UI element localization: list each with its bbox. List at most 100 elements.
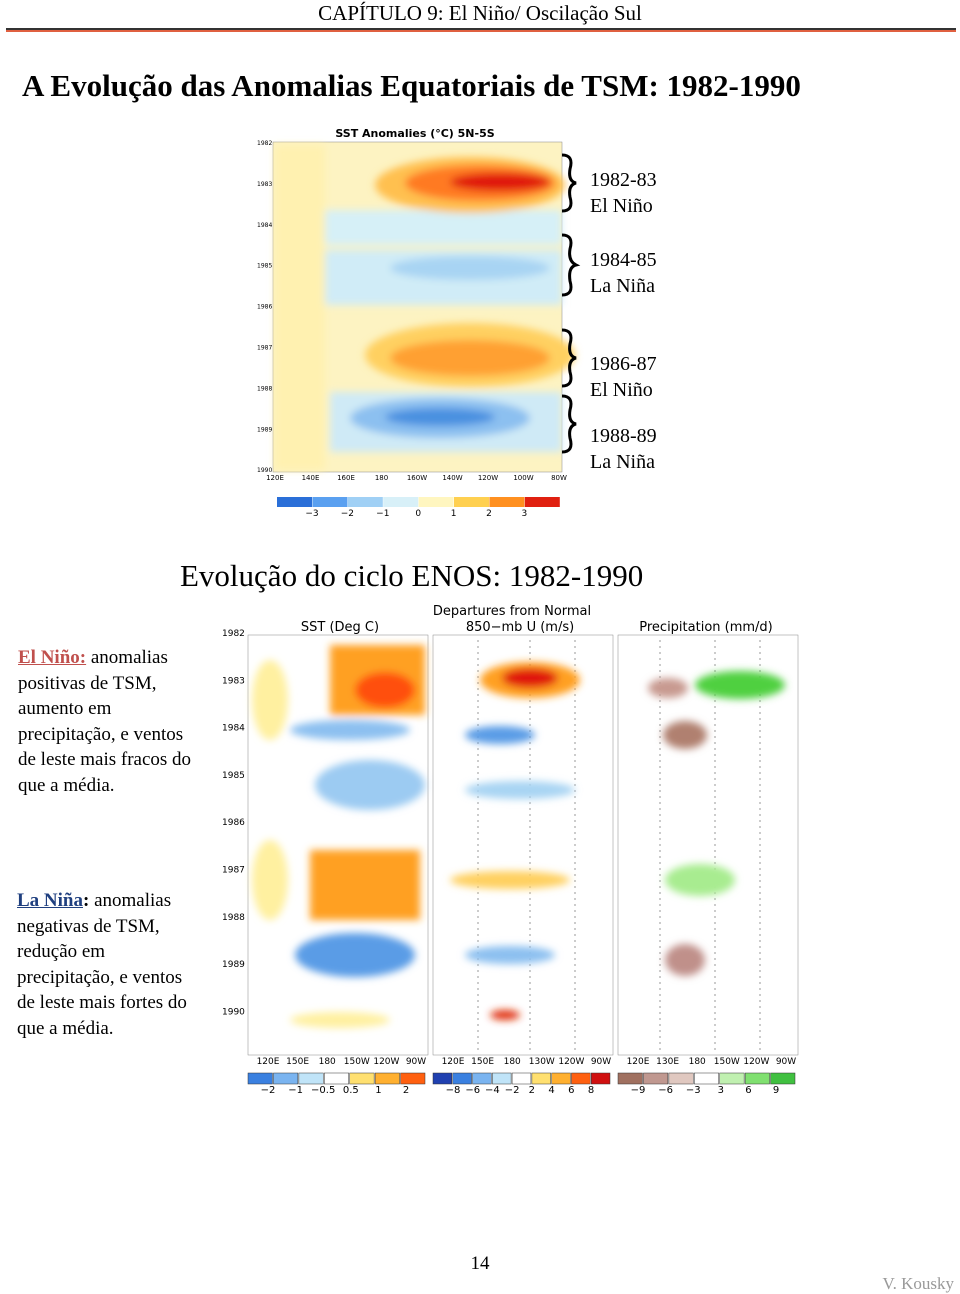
lon-label: 120E [266, 474, 284, 482]
colorbar-box [247, 1072, 273, 1085]
colorbar-label: 2 [529, 1085, 535, 1096]
lon-label: 120W [558, 1057, 584, 1067]
colorbar-label: −2 [505, 1085, 520, 1096]
year-label: 1984 [222, 724, 245, 734]
el-nino-note: El Niño: anomalias positivas de TSM, aum… [18, 645, 196, 798]
colorbar-label: −4 [485, 1085, 500, 1096]
colorbar-box [668, 1072, 694, 1085]
colorbar-box [551, 1072, 571, 1085]
lon-label: 120E [627, 1057, 650, 1067]
colorbar-label: −2 [261, 1085, 276, 1096]
la-nina-colon: : [83, 890, 90, 911]
panel-title: SST (Deg C) [301, 620, 379, 635]
lon-label: 180 [504, 1057, 521, 1067]
colorbar-label: −2 [341, 509, 354, 519]
lon-label: 160E [337, 474, 355, 482]
annotation-phase: La Niña [590, 275, 655, 297]
lon-label: 180 [319, 1057, 336, 1067]
colorbar-label: −6 [465, 1085, 480, 1096]
lon-label: 180 [689, 1057, 706, 1067]
lon-label: 150W [344, 1057, 370, 1067]
lon-label: 90W [776, 1057, 796, 1067]
lon-label: 120E [257, 1057, 280, 1067]
colorbar-label: −1 [376, 509, 389, 519]
year-label: 1985 [222, 771, 245, 781]
colorbar-box [489, 497, 525, 507]
colorbar-label: 6 [568, 1085, 574, 1096]
annotation-period: 1986-87 [590, 353, 657, 375]
colorbar-box [347, 497, 383, 507]
lon-label: 150W [714, 1057, 740, 1067]
header-rule [6, 28, 956, 32]
colorbar-box [432, 1072, 453, 1085]
author: V. Kousky [882, 1274, 954, 1293]
lon-label: 120E [442, 1057, 465, 1067]
el-nino-label: El Niño: [18, 647, 87, 668]
lon-label: 90W [406, 1057, 426, 1067]
page-title: A Evolução das Anomalias Equatoriais de … [22, 68, 801, 103]
colorbar-box [511, 1072, 532, 1085]
year-label: 1990 [257, 467, 272, 474]
colorbar-label: 9 [773, 1085, 779, 1096]
year-label: 1982 [222, 629, 245, 639]
colorbar-box [770, 1072, 796, 1085]
year-label: 1990 [222, 1007, 245, 1017]
la-nina-note: La Niña: anomalias negativas de TSM, red… [17, 888, 195, 1041]
page-number: 14 [470, 1253, 490, 1274]
colorbar-box [472, 1072, 492, 1085]
colorbar-label: 4 [548, 1085, 554, 1096]
la-nina-label: La Niña [17, 890, 83, 911]
colorbar-label: −3 [305, 509, 318, 519]
lon-label: 140W [442, 474, 462, 482]
section-title: Evolução do ciclo ENOS: 1982-1990 [180, 558, 644, 593]
year-label: 1989 [222, 960, 245, 970]
colorbar-label: 2 [403, 1085, 409, 1096]
colorbar-box [324, 1072, 349, 1085]
colorbar-label: 0.5 [343, 1085, 359, 1096]
year-label: 1985 [257, 263, 272, 270]
lon-label: 130W [529, 1057, 555, 1067]
colorbar-box [273, 1072, 299, 1085]
colorbar-label: 8 [588, 1085, 594, 1096]
colorbar-label: 6 [745, 1085, 751, 1096]
sst-field [272, 141, 575, 473]
running-header: CAPÍTULO 9: El Niño/ Oscilação Sul [318, 1, 642, 25]
colorbar-label: −8 [446, 1085, 461, 1096]
enos-fields [247, 634, 799, 1056]
colorbar-box [524, 497, 560, 507]
colorbar-box [452, 1072, 472, 1085]
lon-label: 140E [302, 474, 320, 482]
colorbar-box [277, 497, 312, 507]
colorbar-box [694, 1072, 719, 1085]
colorbar-label: −3 [686, 1085, 701, 1096]
colorbar-box [383, 497, 419, 507]
colorbar-box [349, 1072, 375, 1085]
colorbar-box [744, 1072, 770, 1085]
colorbar-box [374, 1072, 400, 1085]
panel-title: Precipitation (mm/d) [639, 620, 773, 635]
colorbar-box [571, 1072, 591, 1085]
panel-title: 850−mb U (m/s) [466, 620, 574, 635]
colorbar-box [590, 1072, 611, 1085]
lon-label: 120W [478, 474, 498, 482]
colorbar-label: 3 [718, 1085, 724, 1096]
lon-label: 100W [513, 474, 533, 482]
colorbar-box [492, 1072, 512, 1085]
year-label: 1988 [257, 385, 272, 392]
colorbar-box [400, 1072, 426, 1085]
lon-label: 150E [471, 1057, 494, 1067]
colorbar-label: −9 [631, 1085, 646, 1096]
year-label: 1983 [257, 181, 272, 188]
colorbar-box [312, 497, 348, 507]
year-label: 1989 [257, 426, 272, 433]
colorbar-box [298, 1072, 324, 1085]
colorbar-box [719, 1072, 745, 1085]
colorbar-box [418, 497, 454, 507]
lon-label: 130E [656, 1057, 679, 1067]
year-label: 1986 [257, 304, 272, 311]
braces [561, 153, 581, 454]
year-label: 1983 [222, 676, 245, 686]
lon-label: 120W [373, 1057, 399, 1067]
